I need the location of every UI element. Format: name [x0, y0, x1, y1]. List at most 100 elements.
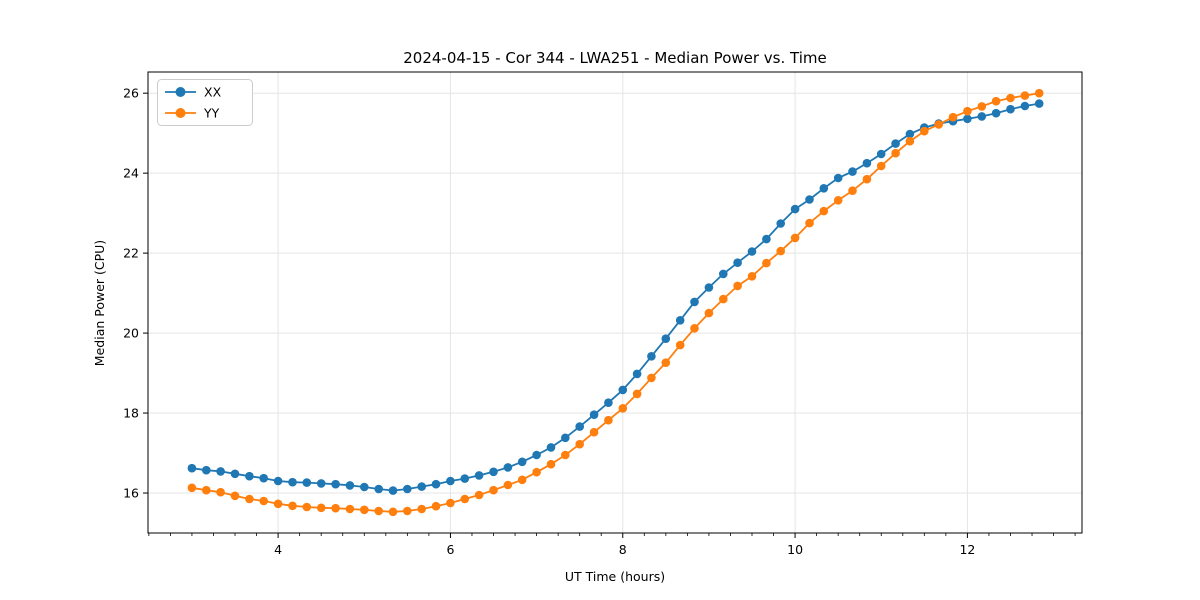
y-tick-label: 16: [123, 486, 139, 501]
data-point-yy: [747, 272, 757, 281]
y-tick-label: 18: [123, 406, 139, 421]
data-point-xx: [388, 486, 398, 495]
data-point-yy: [202, 485, 211, 495]
data-point-yy: [474, 490, 484, 500]
series-layer: [187, 88, 1044, 517]
data-point-xx: [345, 481, 355, 490]
data-point-xx: [273, 476, 283, 486]
data-point-yy: [862, 174, 872, 184]
data-point-xx: [762, 234, 771, 244]
data-point-yy: [991, 96, 1001, 106]
legend-item-xx: XX: [165, 85, 222, 100]
data-point-yy: [819, 206, 829, 216]
data-point-yy: [331, 503, 340, 513]
data-point-xx: [848, 167, 857, 176]
data-point-yy: [489, 485, 498, 495]
data-point-yy: [647, 373, 656, 383]
data-point-yy: [187, 483, 197, 493]
data-point-xx: [876, 149, 886, 159]
data-point-xx: [216, 467, 225, 476]
data-point-yy: [345, 504, 355, 514]
data-point-yy: [532, 467, 541, 477]
data-point-xx: [618, 385, 628, 395]
data-point-yy: [920, 126, 929, 136]
data-point-yy: [977, 102, 987, 111]
data-point-yy: [216, 487, 225, 497]
data-point-xx: [374, 484, 384, 494]
legend-item-yy: YY: [165, 106, 220, 121]
legend-marker-xx: [175, 87, 186, 97]
data-point-xx: [963, 114, 972, 124]
data-point-yy: [575, 439, 584, 449]
series-line-yy: [190, 92, 1041, 513]
data-point-xx: [1006, 104, 1015, 114]
data-point-xx: [302, 478, 312, 487]
data-point-yy: [1034, 88, 1044, 98]
data-point-xx: [833, 173, 843, 183]
data-point-xx: [1020, 101, 1030, 111]
data-point-xx: [604, 398, 613, 408]
y-axis-label: Median Power (CPU): [92, 240, 107, 366]
y-tick-label: 20: [123, 326, 139, 341]
data-point-yy: [934, 120, 943, 129]
data-point-xx: [733, 258, 742, 268]
data-point-xx: [704, 283, 714, 292]
x-tick-label: 12: [959, 542, 975, 557]
tick-layer: 4 6 8 10 12 16 18 20 22 24 26: [123, 86, 1076, 557]
y-tick-label: 26: [123, 86, 139, 101]
y-tick-label: 24: [123, 166, 139, 181]
data-point-xx: [532, 450, 541, 460]
data-point-xx: [1034, 99, 1044, 108]
data-point-xx: [187, 463, 197, 473]
legend-label-xx: XX: [204, 85, 222, 100]
data-point-xx: [661, 334, 671, 344]
data-point-yy: [733, 281, 742, 291]
data-point-yy: [589, 427, 599, 437]
data-point-xx: [991, 108, 1001, 118]
data-point-xx: [747, 247, 757, 256]
data-point-yy: [891, 148, 900, 158]
data-point-yy: [833, 196, 843, 205]
data-point-xx: [517, 457, 527, 467]
data-point-yy: [503, 480, 513, 490]
data-point-xx: [862, 158, 872, 168]
data-point-xx: [719, 269, 728, 279]
data-point-xx: [259, 473, 269, 483]
data-point-xx: [690, 297, 699, 307]
data-point-yy: [388, 507, 398, 517]
legend-label-yy: YY: [203, 106, 220, 121]
data-point-xx: [460, 474, 470, 483]
data-point-xx: [431, 479, 441, 489]
data-point-xx: [403, 484, 412, 494]
plot-border: [147, 71, 1083, 534]
data-point-yy: [431, 501, 441, 511]
y-tick-label: 22: [123, 246, 139, 261]
data-point-yy: [561, 450, 570, 460]
data-point-yy: [446, 498, 455, 508]
series-line-xx: [190, 102, 1041, 492]
data-point-xx: [776, 219, 785, 228]
data-point-xx: [647, 352, 656, 361]
data-point-yy: [259, 496, 269, 506]
data-point-yy: [517, 475, 527, 485]
data-point-xx: [575, 422, 584, 431]
data-point-yy: [546, 459, 556, 469]
data-point-xx: [589, 410, 599, 420]
data-point-yy: [632, 389, 642, 399]
data-point-yy: [876, 161, 886, 171]
data-point-yy: [302, 502, 312, 512]
data-point-yy: [288, 501, 297, 511]
data-point-xx: [288, 477, 297, 487]
data-point-yy: [704, 308, 714, 318]
data-point-xx: [331, 479, 340, 489]
data-point-xx: [230, 469, 240, 479]
data-point-xx: [546, 443, 556, 452]
data-point-yy: [245, 494, 254, 504]
data-point-yy: [316, 503, 326, 513]
data-point-xx: [819, 184, 829, 193]
data-point-yy: [460, 494, 470, 504]
legend-marker-yy: [175, 108, 186, 118]
data-point-yy: [1006, 93, 1015, 103]
